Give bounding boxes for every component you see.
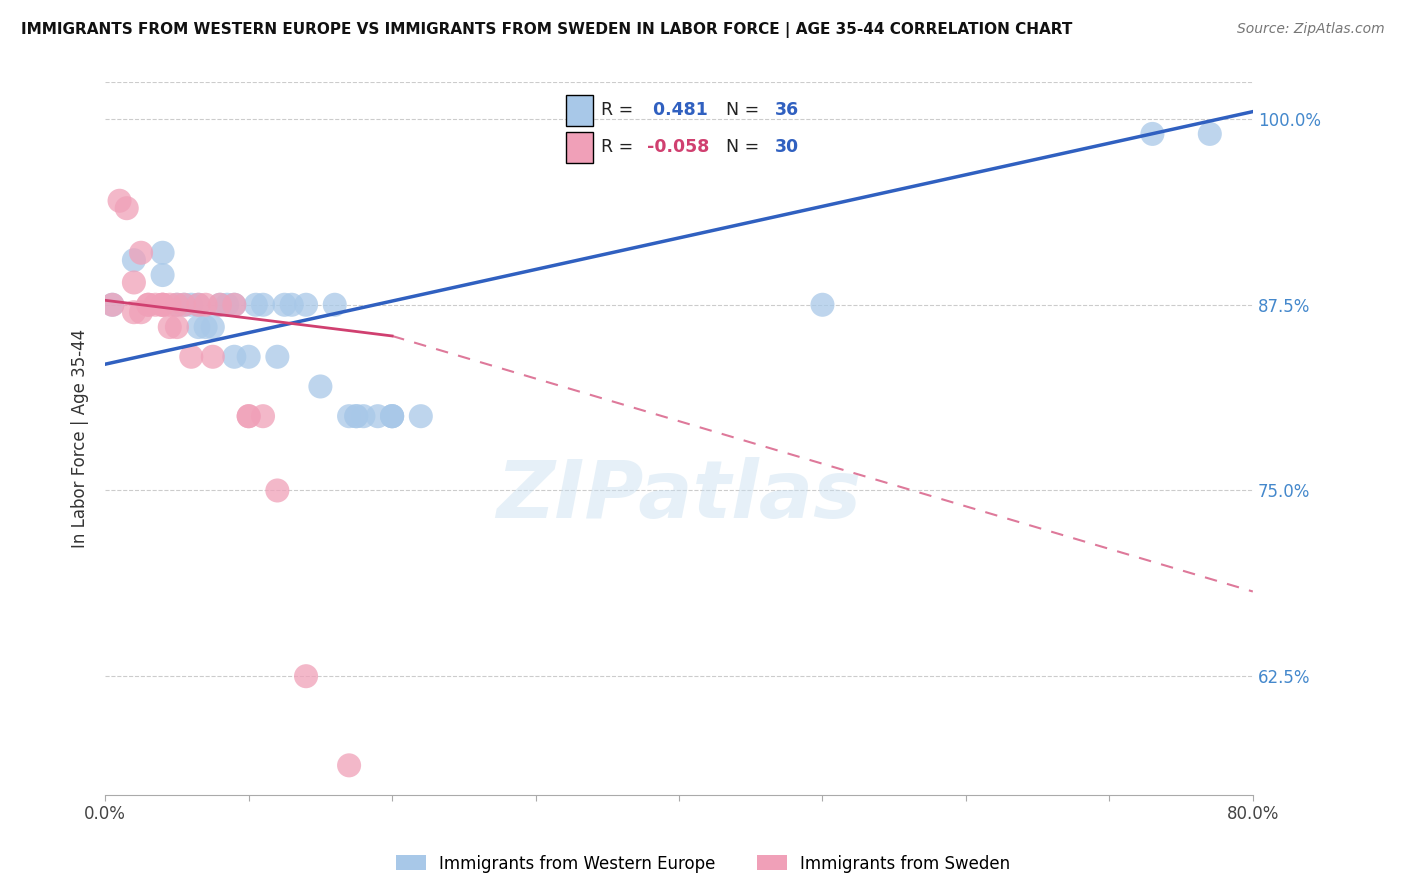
Point [238, 409, 260, 424]
Point [152, 298, 174, 312]
Point [129, 245, 152, 260]
Point [238, 409, 260, 424]
Point [224, 298, 246, 312]
Point [122, 305, 145, 319]
Point [344, 409, 367, 424]
Point [129, 305, 152, 319]
Point [252, 409, 274, 424]
Point [309, 379, 332, 393]
Point [381, 409, 404, 424]
Point [224, 350, 246, 364]
Point [166, 298, 188, 312]
Point [122, 253, 145, 268]
Point [344, 409, 367, 424]
Point [145, 298, 167, 312]
Point [101, 298, 124, 312]
Point [295, 298, 318, 312]
Point [1198, 127, 1220, 141]
Point [238, 350, 260, 364]
Point [166, 320, 188, 334]
Point [194, 320, 217, 334]
Point [367, 409, 389, 424]
Point [208, 298, 231, 312]
Point [273, 298, 295, 312]
Point [381, 409, 404, 424]
Point [122, 276, 145, 290]
Point [166, 298, 188, 312]
Point [381, 409, 404, 424]
Point [152, 268, 174, 282]
Point [187, 320, 209, 334]
Text: Source: ZipAtlas.com: Source: ZipAtlas.com [1237, 22, 1385, 37]
Point [409, 409, 432, 424]
Point [108, 194, 131, 208]
Point [280, 298, 302, 312]
Point [337, 758, 360, 772]
Point [811, 298, 834, 312]
Legend: Immigrants from Western Europe, Immigrants from Sweden: Immigrants from Western Europe, Immigran… [389, 848, 1017, 880]
Point [245, 298, 267, 312]
Text: IMMIGRANTS FROM WESTERN EUROPE VS IMMIGRANTS FROM SWEDEN IN LABOR FORCE | AGE 35: IMMIGRANTS FROM WESTERN EUROPE VS IMMIGR… [21, 22, 1073, 38]
Point [323, 298, 346, 312]
Point [136, 298, 159, 312]
Point [173, 298, 195, 312]
Point [152, 298, 174, 312]
Point [295, 669, 318, 683]
Point [224, 298, 246, 312]
Point [337, 409, 360, 424]
Point [159, 298, 181, 312]
Point [201, 350, 224, 364]
Point [136, 298, 159, 312]
Point [266, 483, 288, 498]
Point [180, 298, 202, 312]
Point [115, 201, 138, 215]
Point [194, 298, 217, 312]
Point [159, 320, 181, 334]
Point [217, 298, 239, 312]
Point [187, 298, 209, 312]
Point [252, 298, 274, 312]
Point [201, 320, 224, 334]
Point [266, 350, 288, 364]
Point [187, 298, 209, 312]
Y-axis label: In Labor Force | Age 35-44: In Labor Force | Age 35-44 [72, 329, 89, 548]
Point [101, 298, 124, 312]
Point [173, 298, 195, 312]
Point [152, 245, 174, 260]
Point [208, 298, 231, 312]
Point [152, 298, 174, 312]
Point [352, 409, 374, 424]
Point [1142, 127, 1164, 141]
Point [180, 350, 202, 364]
Text: ZIPatlas: ZIPatlas [496, 457, 862, 534]
